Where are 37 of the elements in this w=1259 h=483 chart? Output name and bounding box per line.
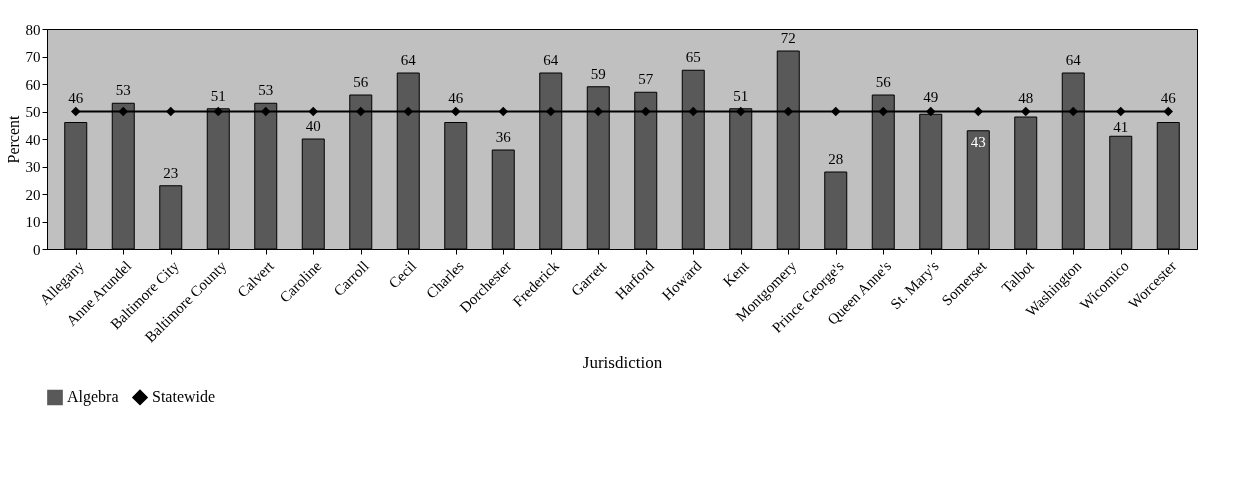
data-label: 59	[590, 65, 606, 82]
data-label: 64	[543, 52, 559, 68]
y-tick-label: 30	[25, 159, 41, 175]
data-label: 51	[210, 87, 226, 104]
data-label: 23	[163, 164, 179, 181]
y-tick-label: 80	[25, 21, 41, 38]
data-label: 43	[970, 133, 986, 150]
data-label: 64	[1065, 52, 1082, 68]
data-label: 64	[400, 52, 417, 68]
data-label: 72	[780, 30, 796, 46]
data-label: 53	[258, 82, 274, 99]
data-label: 57	[638, 71, 654, 88]
y-tick-label: 50	[25, 104, 41, 120]
data-label: 46	[448, 89, 464, 106]
data-label: 49	[923, 89, 939, 106]
x-axis-title: Jurisdiction	[582, 353, 663, 373]
y-tick-label: 60	[25, 76, 41, 93]
data-label: 36	[495, 129, 512, 145]
data-label: 65	[685, 49, 701, 66]
data-label: 56	[875, 74, 892, 90]
data-label: 41	[1113, 119, 1129, 136]
y-tick-label: 10	[25, 214, 41, 230]
y-tick-label: 20	[25, 186, 41, 203]
y-tick-label: 70	[25, 49, 41, 65]
data-label: 46	[1160, 89, 1177, 106]
data-label: 40	[305, 118, 321, 134]
data-label: 28	[828, 151, 844, 167]
y-axis-title: Percent	[4, 114, 22, 164]
data-label: 51	[733, 87, 749, 104]
data-label: 46	[68, 89, 84, 106]
legend-label: Algebra	[67, 388, 119, 407]
y-tick-label: 0	[33, 241, 41, 258]
legend-label: Statewide	[152, 388, 216, 406]
data-label: 56	[353, 74, 369, 90]
y-tick-label: 40	[25, 131, 41, 148]
data-label: 53	[115, 82, 131, 99]
data-label: 48	[1018, 89, 1034, 106]
